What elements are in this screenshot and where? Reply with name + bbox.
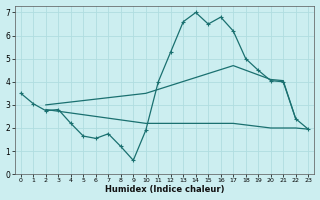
X-axis label: Humidex (Indice chaleur): Humidex (Indice chaleur)	[105, 185, 224, 194]
